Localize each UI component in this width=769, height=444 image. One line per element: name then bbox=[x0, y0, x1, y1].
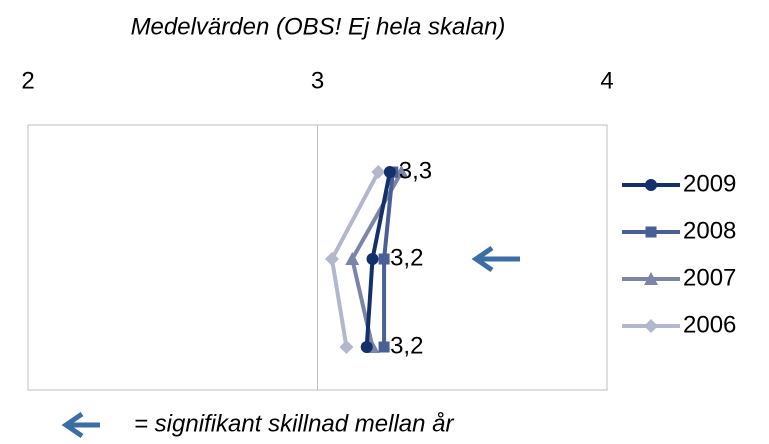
data-point bbox=[378, 253, 390, 265]
legend-marker bbox=[644, 272, 658, 285]
chart-title: Medelvärden (OBS! Ej hela skalan) bbox=[131, 13, 506, 40]
data-point bbox=[378, 341, 390, 353]
legend-marker bbox=[645, 226, 657, 238]
legend-label: 2006 bbox=[683, 311, 736, 338]
x-tick-label: 3 bbox=[311, 67, 324, 94]
legend-label: 2008 bbox=[683, 217, 736, 244]
data-label: 3,3 bbox=[399, 157, 432, 184]
data-point bbox=[383, 166, 396, 178]
data-label: 3,2 bbox=[390, 244, 423, 271]
legend-marker bbox=[644, 319, 658, 333]
data-point bbox=[371, 165, 386, 179]
legend-arrow bbox=[61, 411, 100, 439]
x-tick-label: 4 bbox=[600, 67, 613, 94]
legend-label: 2009 bbox=[683, 170, 736, 197]
data-point bbox=[360, 341, 373, 353]
x-tick-label: 2 bbox=[21, 67, 34, 94]
data-point bbox=[324, 252, 339, 266]
data-label: 3,2 bbox=[390, 332, 423, 359]
annotation: = signifikant skillnad mellan år bbox=[134, 410, 454, 437]
legend-label: 2007 bbox=[683, 264, 736, 291]
significance-arrow bbox=[471, 245, 520, 273]
legend-marker bbox=[645, 179, 657, 191]
data-point bbox=[339, 340, 354, 354]
data-point bbox=[345, 252, 360, 265]
data-point bbox=[366, 253, 379, 265]
